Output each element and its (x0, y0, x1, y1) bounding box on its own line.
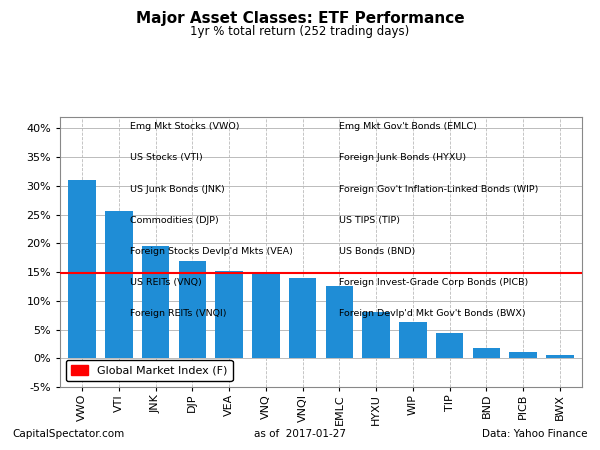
Text: Foreign REITs (VNQI): Foreign REITs (VNQI) (130, 309, 227, 318)
Bar (436, 333, 463, 358)
Text: US Stocks (VTI): US Stocks (VTI) (130, 153, 203, 162)
Text: US TIPS (TIP): US TIPS (TIP) (339, 216, 400, 225)
Text: 1yr % total return (252 trading days): 1yr % total return (252 trading days) (190, 25, 410, 38)
Text: Foreign Devlp'd Mkt Gov't Bonds (BWX): Foreign Devlp'd Mkt Gov't Bonds (BWX) (339, 309, 526, 318)
Bar (68, 180, 96, 358)
Text: Major Asset Classes: ETF Performance: Major Asset Classes: ETF Performance (136, 11, 464, 26)
Legend: Global Market Index (F): Global Market Index (F) (65, 360, 233, 382)
Text: Foreign Junk Bonds (HYXU): Foreign Junk Bonds (HYXU) (339, 153, 466, 162)
Text: Emg Mkt Stocks (VWO): Emg Mkt Stocks (VWO) (130, 122, 240, 131)
Text: CapitalSpectator.com: CapitalSpectator.com (12, 429, 124, 439)
Bar (215, 271, 243, 358)
Bar (473, 348, 500, 358)
Bar (546, 355, 574, 358)
Bar (105, 211, 133, 358)
Text: Foreign Stocks Devlp'd Mkts (VEA): Foreign Stocks Devlp'd Mkts (VEA) (130, 247, 293, 256)
Text: Foreign Invest-Grade Corp Bonds (PICB): Foreign Invest-Grade Corp Bonds (PICB) (339, 278, 529, 287)
Text: as of  2017-01-27: as of 2017-01-27 (254, 429, 346, 439)
Bar (252, 272, 280, 358)
Text: US REITs (VNQ): US REITs (VNQ) (130, 278, 202, 287)
Text: Commodities (DJP): Commodities (DJP) (130, 216, 219, 225)
Text: Emg Mkt Gov't Bonds (EMLC): Emg Mkt Gov't Bonds (EMLC) (339, 122, 477, 131)
Text: Foreign Gov't Inflation-Linked Bonds (WIP): Foreign Gov't Inflation-Linked Bonds (WI… (339, 184, 539, 194)
Bar (326, 287, 353, 358)
Bar (289, 278, 316, 358)
Bar (142, 246, 169, 358)
Text: Data: Yahoo Finance: Data: Yahoo Finance (482, 429, 588, 439)
Text: US Bonds (BND): US Bonds (BND) (339, 247, 416, 256)
Bar (179, 261, 206, 358)
Bar (362, 312, 390, 358)
Bar (509, 352, 537, 358)
Text: US Junk Bonds (JNK): US Junk Bonds (JNK) (130, 184, 225, 194)
Bar (399, 321, 427, 358)
